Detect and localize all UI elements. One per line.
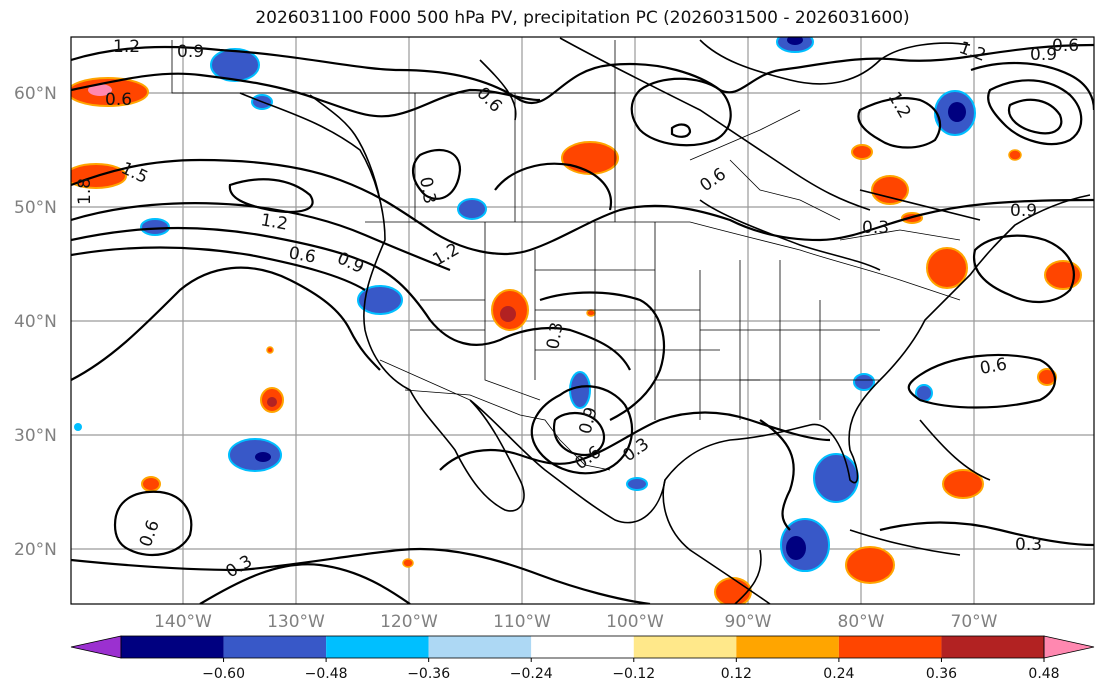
colorbar-tick-label: −0.12: [612, 666, 655, 682]
contour-label: 0.6: [978, 355, 1008, 379]
precip-negative-areas: [74, 37, 976, 572]
colorbar-segment: [326, 636, 429, 658]
coastlines: [239, 37, 1091, 604]
colorbar-tick-label: 0.12: [721, 666, 752, 682]
lat-label: 30°N: [14, 426, 57, 446]
colorbar-tick-label: 0.36: [926, 666, 957, 682]
colorbar-tick-label: −0.48: [305, 666, 348, 682]
colorbar: [70, 635, 1095, 659]
contour-label: 0.6: [287, 243, 317, 267]
colorbar-segment: [941, 636, 1044, 658]
lat-label: 50°N: [14, 198, 57, 218]
lon-label: 120°W: [380, 612, 438, 632]
colorbar-ticks: −0.60 −0.48 −0.36 −0.24 −0.12 0.12 0.24 0.36 0.4…: [202, 658, 1060, 682]
colorbar-outline: [120, 635, 1045, 659]
longitude-labels: 140°W 130°W 120°W 110°W 100°W 90°W 80°W …: [154, 612, 998, 632]
contour-label: 0.9: [1010, 201, 1037, 221]
contour-label: 0.6: [1052, 36, 1079, 56]
contour-label: 0.3: [1015, 535, 1042, 555]
colorbar-tick-label: −0.60: [202, 666, 245, 682]
colorbar-segment: [121, 636, 224, 658]
latitude-labels: 60°N 50°N 40°N 30°N 20°N: [14, 84, 57, 560]
lon-label: 90°W: [725, 612, 772, 632]
contour-label: 1.8: [75, 178, 95, 205]
lon-label: 140°W: [154, 612, 212, 632]
contour-label: 1.2: [259, 210, 289, 234]
map-frame: [70, 36, 1095, 605]
colorbar-tick-label: 0.48: [1028, 666, 1059, 682]
colorbar-tick-label: −0.36: [407, 666, 450, 682]
colorbar-segment: [223, 636, 327, 658]
political-borders: [171, 40, 961, 471]
contour-label: 0.6: [105, 90, 132, 110]
lon-label: 130°W: [267, 612, 325, 632]
lon-label: 110°W: [493, 612, 551, 632]
lon-label: 100°W: [606, 612, 664, 632]
map-panel: 1.2 0.9 0.6 1.5 1.8 1.2 0.6 0.9 1.2 0.3 …: [71, 36, 1094, 604]
contour-label: 1.2: [113, 37, 140, 57]
chart-title: 2026031100 F000 500 hPa PV, precipitatio…: [255, 8, 910, 28]
colorbar-extend-high: [1043, 635, 1095, 659]
contour-label: 0.9: [1030, 45, 1057, 65]
pv-contours: [71, 43, 1094, 604]
contour-label: 0.3: [543, 321, 567, 351]
colorbar-segment: [838, 636, 942, 658]
colorbar-segment: [736, 636, 839, 658]
contour-label: 0.9: [177, 42, 204, 62]
colorbar-segment: [531, 636, 634, 658]
contour-label: 0.3: [415, 175, 439, 205]
colorbar-segment: [633, 636, 737, 658]
colorbar-tick-label: −0.24: [510, 666, 553, 682]
colorbar-tick-label: 0.24: [823, 666, 854, 682]
colorbar-extend-low: [70, 635, 122, 659]
colorbar-segment: [428, 636, 532, 658]
lat-label: 20°N: [14, 540, 57, 560]
lat-label: 60°N: [14, 84, 57, 104]
lat-label: 40°N: [14, 312, 57, 332]
lon-label: 80°W: [838, 612, 885, 632]
lon-label: 70°W: [951, 612, 998, 632]
contour-label: 0.3: [862, 218, 889, 238]
